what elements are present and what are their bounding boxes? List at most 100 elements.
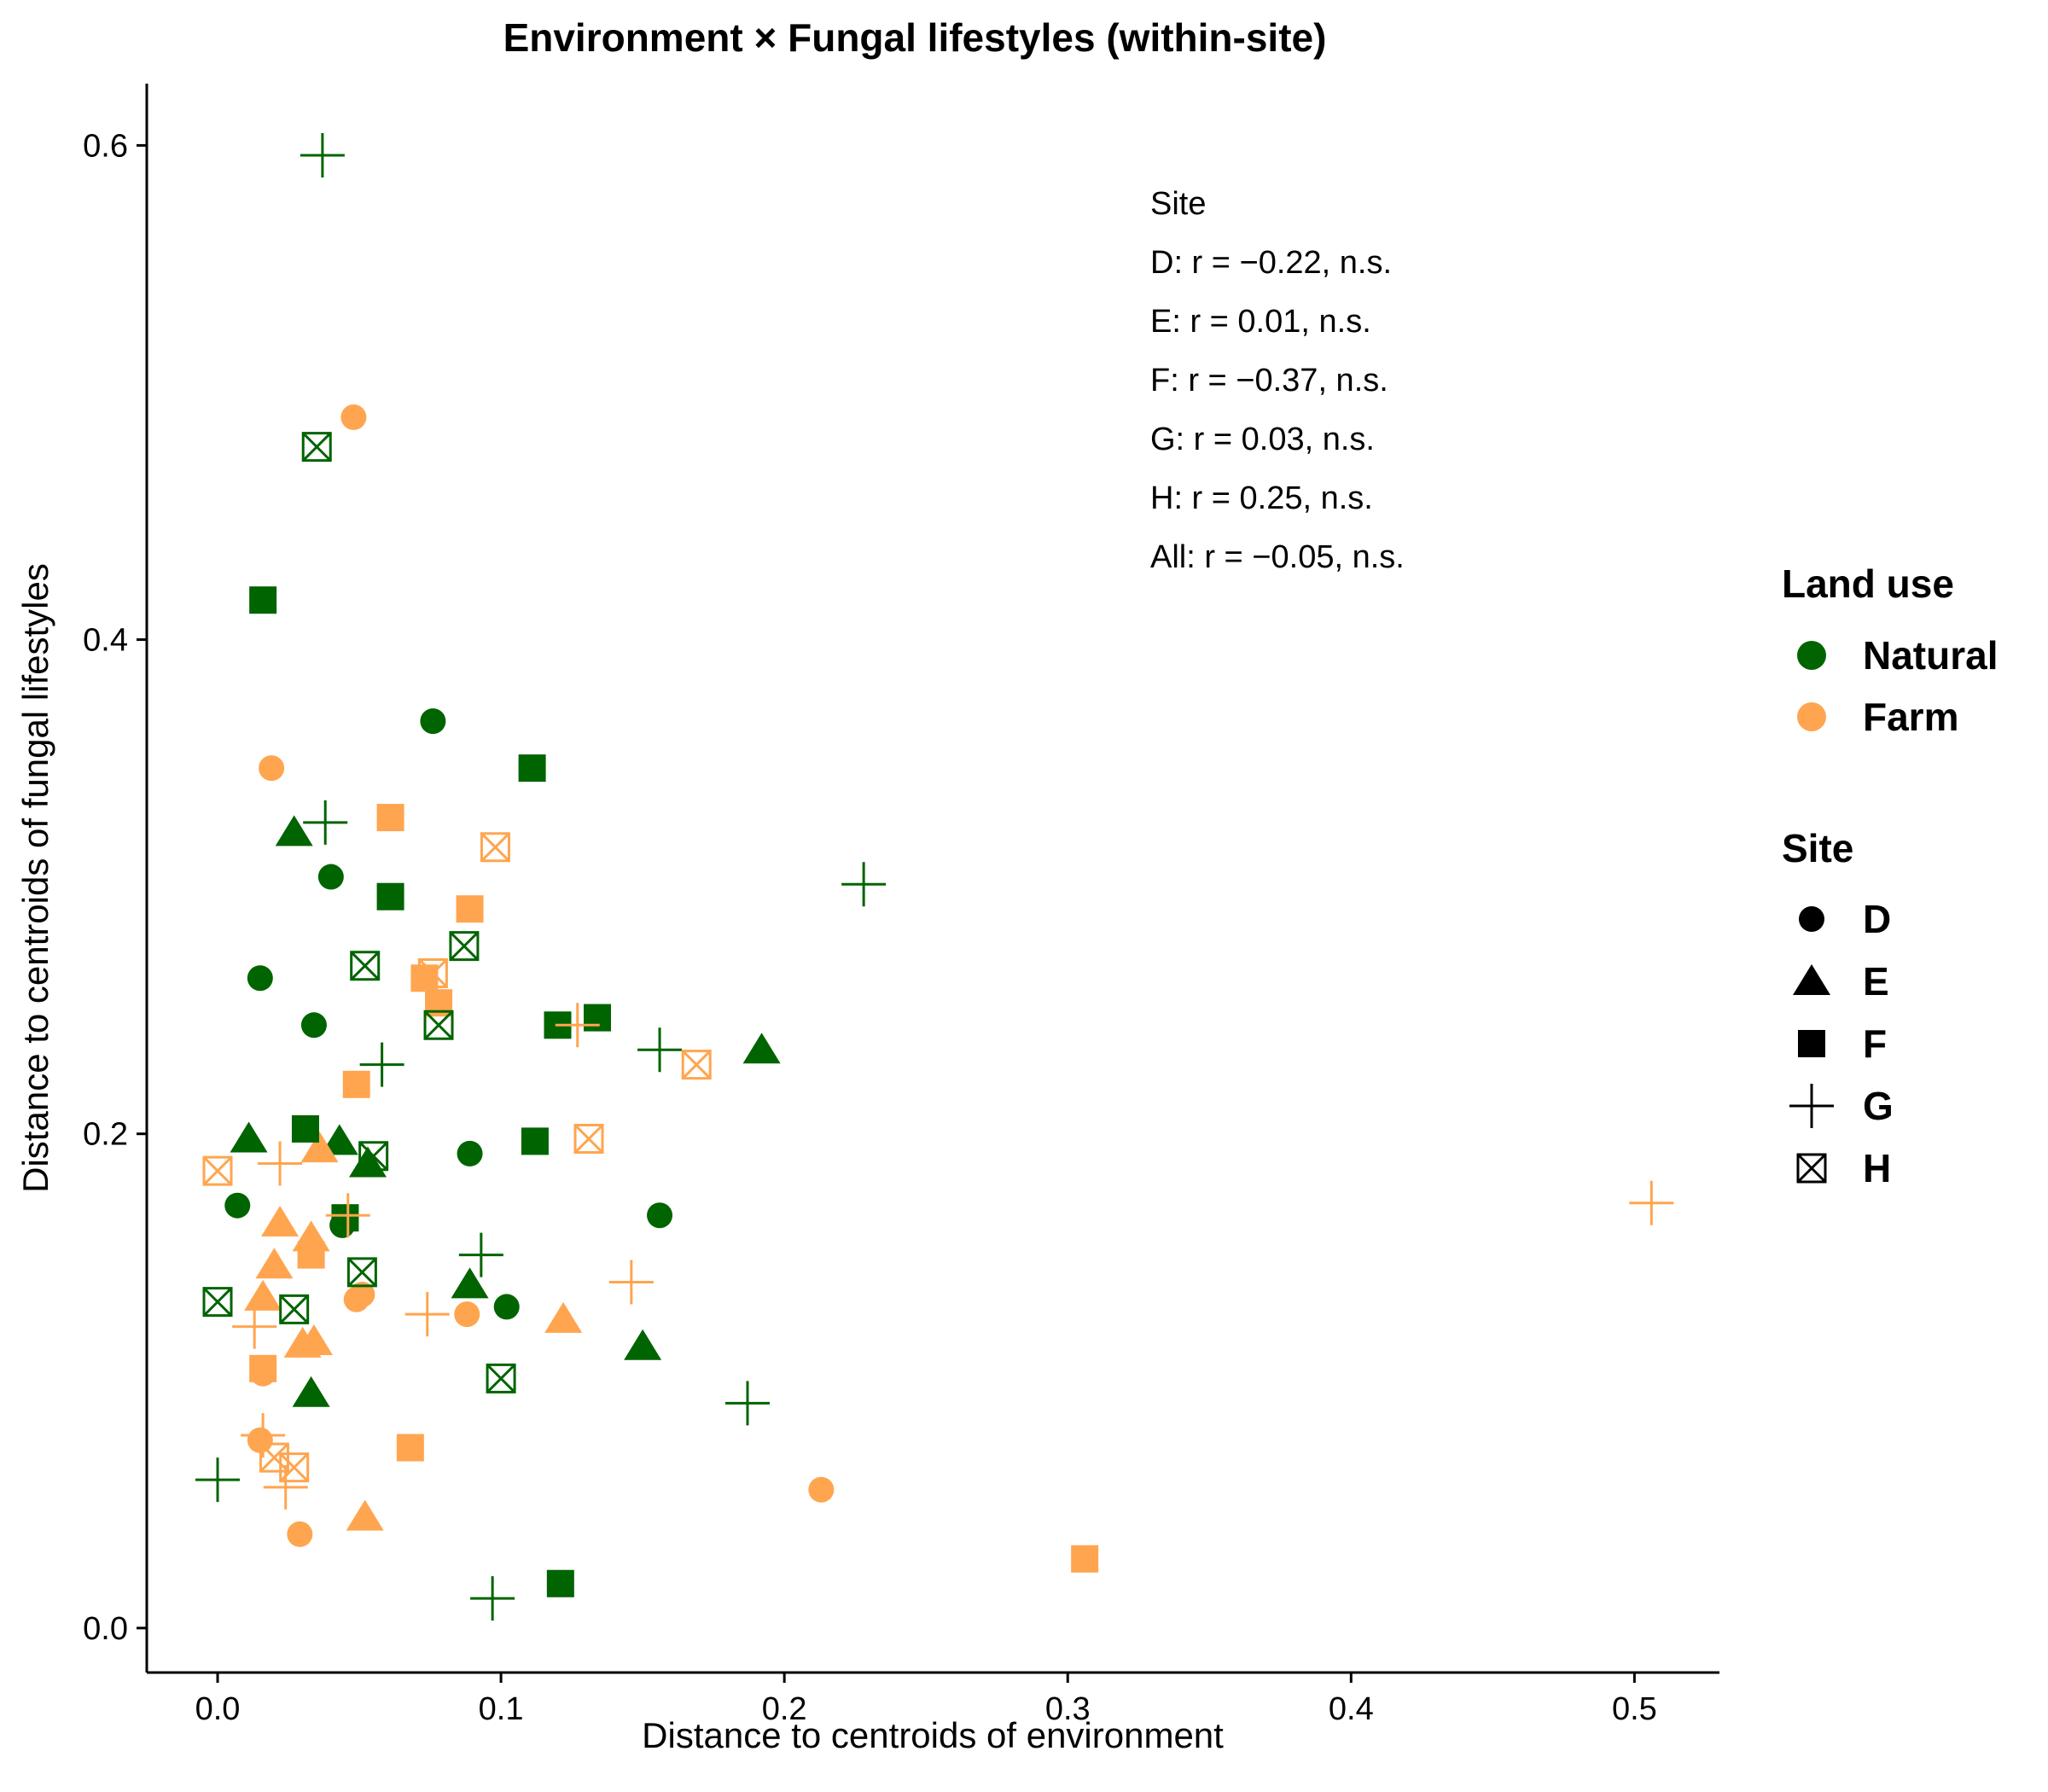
x-tick-label: 0.2 xyxy=(762,1691,807,1727)
data-point-farm-g xyxy=(1629,1180,1674,1225)
y-tick-label: 0.0 xyxy=(83,1611,128,1647)
data-point-natural-g xyxy=(303,800,348,845)
annotation-line-h: H: r = 0.25, n.s. xyxy=(1150,480,1373,516)
data-point-farm-e xyxy=(300,1132,339,1163)
data-point-natural-d xyxy=(493,1294,520,1320)
data-point-natural-g xyxy=(841,862,887,907)
annotation-line-g: G: r = 0.03, n.s. xyxy=(1150,422,1375,457)
data-point-natural-d xyxy=(247,965,273,992)
data-point-farm-e xyxy=(261,1205,300,1236)
x-axis-ticks: 0.0 0.1 0.2 0.3 0.4 0.5 xyxy=(195,1673,1657,1727)
data-point-natural-h xyxy=(279,1294,310,1324)
data-point-natural-h xyxy=(486,1363,516,1393)
data-point-farm-e xyxy=(294,1324,333,1355)
data-point-natural-f xyxy=(249,586,277,614)
data-point-farm-h xyxy=(279,1452,310,1483)
y-axis-ticks: 0.0 0.2 0.4 0.6 xyxy=(83,128,147,1647)
data-point-natural-d xyxy=(300,1012,327,1039)
data-point-natural-g xyxy=(637,1027,683,1073)
annotation-line-d: D: r = −0.22, n.s. xyxy=(1150,245,1392,281)
data-point-natural-d xyxy=(420,708,446,735)
data-point-natural-e xyxy=(742,1033,781,1064)
data-point-farm-g xyxy=(232,1304,277,1349)
legend-label-d: D xyxy=(1863,897,1891,941)
data-point-farm-h xyxy=(417,957,448,988)
data-point-farm-e xyxy=(346,1499,384,1531)
data-point-farm-d xyxy=(340,404,367,430)
data-point-natural-e xyxy=(292,1376,330,1407)
x-tick-label: 0.0 xyxy=(195,1691,241,1727)
data-point-natural-g xyxy=(458,1232,503,1277)
data-point-farm-d xyxy=(454,1301,480,1328)
data-point-natural-d xyxy=(457,1140,483,1167)
data-point-natural-h xyxy=(358,1141,389,1172)
legend-title-land-use: Land use xyxy=(1782,561,1954,606)
x-tick-label: 0.4 xyxy=(1329,1691,1374,1727)
legend-label-g: G xyxy=(1863,1084,1894,1128)
x-axis-title: Distance to centroids of environment xyxy=(642,1715,1224,1755)
data-point-farm-f xyxy=(297,1241,325,1269)
data-point-farm-g xyxy=(608,1260,654,1305)
data-point-farm-f xyxy=(1071,1545,1099,1573)
data-point-farm-g xyxy=(258,1141,303,1186)
data-point-natural-g xyxy=(300,132,345,177)
chart-title: Environment × Fungal lifestyles (within-… xyxy=(503,15,1327,60)
data-point-natural-e xyxy=(451,1267,489,1299)
data-point-farm-h xyxy=(259,1442,289,1473)
y-tick-label: 0.6 xyxy=(83,128,128,164)
legend-key-site-f xyxy=(1798,1030,1825,1057)
correlation-annotation: Site D: r = −0.22, n.s. E: r = 0.01, n.s… xyxy=(1150,186,1405,575)
data-point-farm-h xyxy=(573,1124,604,1155)
annotation-line-e: E: r = 0.01, n.s. xyxy=(1150,304,1371,340)
data-point-natural-h xyxy=(202,1287,233,1318)
y-tick-label: 0.2 xyxy=(83,1117,128,1153)
data-point-natural-f xyxy=(331,1204,359,1232)
data-point-farm-f xyxy=(376,804,404,832)
data-point-farm-f xyxy=(396,1434,424,1462)
y-axis-title: Distance to centroids of fungal lifestyl… xyxy=(15,563,55,1193)
data-point-natural-h xyxy=(346,1257,377,1288)
legend-key-natural xyxy=(1797,641,1826,670)
data-point-natural-e xyxy=(320,1124,358,1155)
data-point-farm-d xyxy=(247,1427,273,1453)
data-point-natural-g xyxy=(470,1576,515,1621)
data-point-farm-g xyxy=(555,1003,600,1048)
data-point-farm-g xyxy=(241,1413,286,1457)
legend-key-site-h xyxy=(1796,1153,1827,1184)
data-point-farm-e xyxy=(544,1301,583,1333)
data-point-farm-f xyxy=(342,1070,370,1098)
legend-key-site-d xyxy=(1799,906,1824,932)
data-point-natural-d xyxy=(224,1192,251,1219)
legend-key-site-e xyxy=(1793,964,1830,995)
annotation-line-f: F: r = −0.37, n.s. xyxy=(1150,363,1388,399)
legend-key-farm xyxy=(1797,702,1826,731)
data-point-natural-f xyxy=(291,1114,319,1143)
x-tick-label: 0.1 xyxy=(479,1691,524,1727)
legend-label-farm: Farm xyxy=(1863,695,1958,739)
legend-title-site: Site xyxy=(1782,826,1853,870)
data-point-natural-d xyxy=(317,864,344,890)
plot-area: 0.0 0.1 0.2 0.3 0.4 0.5 0.0 0.2 0.4 0.6 xyxy=(83,84,1719,1727)
data-point-farm-e xyxy=(244,1279,282,1311)
data-point-natural-h xyxy=(350,951,381,981)
data-point-farm-d xyxy=(287,1521,313,1547)
data-point-farm-g xyxy=(325,1193,370,1238)
data-point-natural-g xyxy=(724,1381,770,1426)
data-points xyxy=(195,132,1674,1621)
annotation-line-all: All: r = −0.05, n.s. xyxy=(1150,539,1405,575)
data-point-farm-d xyxy=(259,755,285,782)
data-point-natural-e xyxy=(230,1121,268,1153)
annotation-header: Site xyxy=(1150,186,1206,222)
x-tick-label: 0.5 xyxy=(1612,1691,1657,1727)
data-point-natural-f xyxy=(583,1004,611,1032)
data-point-farm-h xyxy=(681,1050,712,1080)
legend-label-f: F xyxy=(1863,1021,1887,1066)
data-point-farm-d xyxy=(808,1476,835,1503)
data-point-farm-h xyxy=(202,1155,233,1186)
data-point-natural-e xyxy=(624,1329,662,1360)
data-point-natural-g xyxy=(359,1042,404,1087)
data-point-natural-f xyxy=(376,882,404,911)
data-point-natural-f xyxy=(518,754,546,783)
y-tick-label: 0.4 xyxy=(83,623,128,659)
data-point-natural-h xyxy=(301,432,332,463)
